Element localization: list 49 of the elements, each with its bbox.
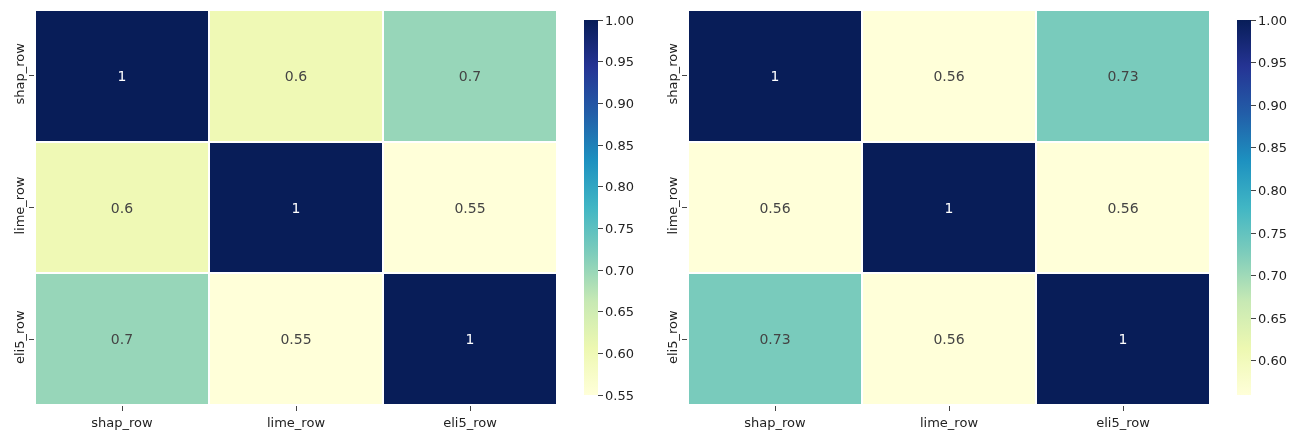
x-tick-label: shap_row [91,414,154,430]
color-bar-label: 1.00 [605,12,635,28]
data-label: 1 [1118,330,1128,347]
color-bar-label: 0.55 [605,387,635,403]
data-label: 0.56 [1107,199,1139,216]
data-label: 0.56 [759,199,791,216]
y-tick-label: lime_row [664,176,680,235]
data-label: 0.55 [454,199,486,216]
x-tick-label: eli5_row [443,414,498,430]
data-label: 1 [465,330,475,347]
data-label: 1 [117,67,127,84]
data-label: 0.6 [110,199,134,216]
y-tick-label: lime_row [11,176,27,235]
data-label: 0.55 [280,330,312,347]
color-bar-label: 0.60 [605,345,635,361]
color-bar-label: 0.85 [1258,140,1288,156]
color-bar-label: 0.90 [1258,97,1288,113]
data-label: 0.73 [759,330,791,347]
x-tick-label: shap_row [744,414,807,430]
y-tick-label: shap_row [664,42,680,105]
data-label: 0.56 [933,330,965,347]
color-bar-label: 0.75 [1258,225,1288,241]
x-tick-label: lime_row [919,414,979,430]
data-label: 0.6 [284,67,308,84]
y-tick-label: shap_row [11,42,27,105]
data-label: 1 [944,199,954,216]
data-label: 0.7 [458,67,482,84]
color-bar-label: 0.70 [1258,268,1288,284]
x-tick-label: eli5_row [1096,414,1151,430]
color-bar-label: 0.75 [605,220,635,236]
color-bar-label: 0.65 [605,304,635,320]
y-tick-label: eli5_row [11,310,27,365]
data-label: 1 [291,199,301,216]
color-bar-label: 0.80 [1258,183,1288,198]
data-label: 0.73 [1107,67,1139,84]
data-label: 0.7 [110,330,134,347]
color-bar-label: 0.95 [605,54,635,70]
color-bar-label: 0.85 [605,137,635,153]
color-bar-label: 0.80 [605,179,635,195]
y-tick-label: eli5_row [664,310,680,365]
color-bar-label: 0.95 [1258,55,1288,71]
color-bar-label: 0.70 [605,262,635,278]
color-bar-label: 0.90 [605,95,635,111]
color-bar-label: 0.60 [1258,353,1288,369]
x-tick-label: lime_row [266,414,326,430]
data-label: 0.56 [933,67,965,84]
color-bar-label: 0.65 [1258,310,1288,326]
data-label: 1 [770,67,780,84]
color-bar-label: 1.00 [1258,12,1288,28]
